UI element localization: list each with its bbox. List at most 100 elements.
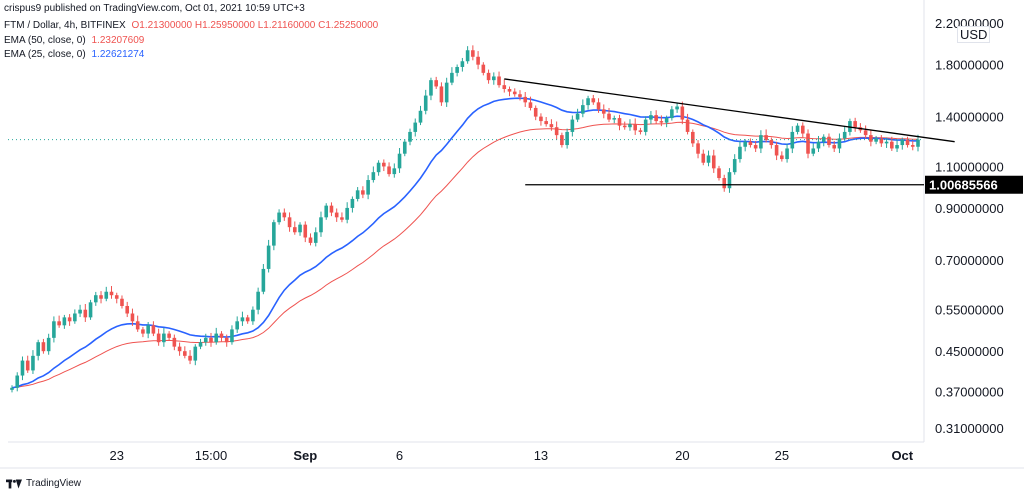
candle-body (853, 121, 857, 128)
candle-body (533, 107, 538, 117)
candle-body (800, 125, 805, 134)
candle-body (141, 329, 145, 334)
candle-body (188, 355, 192, 361)
candle-body (916, 139, 920, 147)
symbol-legend[interactable]: FTM / Dollar, 4h, BITFINEX O1.21300000 H… (4, 20, 381, 31)
candle-body (308, 237, 313, 243)
candle-body (570, 119, 575, 132)
ema50-label: EMA (50, close, 0) (4, 35, 86, 46)
candle-body (701, 153, 706, 163)
y-tick-label: 0.31000000 (935, 421, 1004, 436)
y-tick-label: 0.55000000 (935, 303, 1004, 318)
x-tick-label: 20 (675, 448, 689, 463)
candle-body (418, 110, 423, 123)
candle-body (732, 159, 737, 173)
candle-body (560, 135, 564, 146)
candle-body (842, 131, 847, 139)
x-tick-label: Oct (891, 448, 913, 463)
candle-body (910, 145, 915, 147)
candle-body (691, 131, 695, 144)
candle-body (193, 346, 198, 361)
candle-body (769, 140, 774, 146)
candle-body (617, 118, 622, 126)
candle-body (434, 80, 438, 87)
candle-body (287, 217, 292, 228)
candle-body (596, 102, 601, 110)
candle-body (528, 102, 533, 108)
candle-body (387, 166, 391, 175)
ema25-legend[interactable]: EMA (25, close, 0) 1.22621274 (4, 49, 147, 60)
candle-body (601, 109, 606, 114)
candle-body (235, 321, 239, 330)
candle-body (413, 122, 418, 132)
candle-body (209, 337, 213, 343)
candle-body (591, 98, 596, 103)
candle-body (685, 119, 690, 132)
candle-body (130, 313, 135, 322)
y-tick-label: 1.80000000 (935, 58, 1004, 73)
x-tick-label: 15:00 (195, 448, 228, 463)
footer-brand: TradingView (6, 478, 81, 489)
candle-body (696, 143, 700, 154)
candle-body (219, 333, 224, 338)
candle-body (643, 119, 648, 132)
candle-body (512, 91, 517, 95)
candle-body (151, 325, 156, 334)
candle-body (471, 50, 475, 57)
x-tick-label: 6 (396, 448, 403, 463)
candle-body (905, 140, 910, 146)
candle-body (292, 227, 297, 233)
candle-body (303, 224, 308, 238)
candle-body (486, 72, 491, 81)
candle-body (214, 333, 219, 343)
candle-body (492, 76, 496, 81)
candle-body (586, 98, 590, 106)
candle-body (444, 82, 449, 103)
candle-body (476, 56, 480, 65)
candle-body (423, 95, 428, 111)
x-tick-label: 13 (534, 448, 548, 463)
candle-body (455, 66, 459, 73)
candle-body (612, 118, 617, 120)
candle-body (759, 135, 763, 149)
candle-body (821, 136, 826, 142)
candle-body (177, 346, 182, 352)
candle-body (722, 178, 727, 189)
candle-body (25, 360, 30, 371)
candle-body (224, 337, 229, 343)
candle-body (544, 121, 548, 125)
candle-body (397, 153, 402, 169)
candle-body (649, 115, 653, 120)
candle-body (738, 146, 742, 160)
candle-body (863, 130, 868, 136)
candle-body (382, 162, 386, 167)
candle-body (764, 135, 768, 141)
y-tick-label: 0.37000000 (935, 385, 1004, 400)
candle-body (125, 305, 130, 314)
candle-body (450, 72, 454, 83)
currency-label[interactable]: USD (957, 26, 991, 43)
candle-body (57, 321, 61, 326)
candle-body (774, 145, 779, 156)
candle-body (806, 133, 810, 154)
brand-label: TradingView (26, 478, 82, 489)
candle-body (52, 321, 56, 338)
candle-body (345, 207, 349, 220)
ema50-value: 1.23207609 (91, 35, 145, 46)
candle-body (371, 172, 376, 181)
candle-body (114, 295, 119, 299)
candle-body (162, 333, 166, 343)
candle-body (135, 321, 140, 330)
candle-body (816, 141, 821, 149)
candle-body (272, 222, 276, 246)
candle-body (402, 141, 407, 154)
candle-body (481, 64, 486, 73)
ema50-legend[interactable]: EMA (50, close, 0) 1.23207609 (4, 35, 147, 46)
candle-body (575, 113, 580, 120)
candle-body (172, 337, 177, 347)
y-tick-label: 0.90000000 (935, 201, 1004, 216)
candle-body (743, 141, 747, 147)
candle-body (664, 118, 669, 123)
candle-body (15, 375, 20, 388)
